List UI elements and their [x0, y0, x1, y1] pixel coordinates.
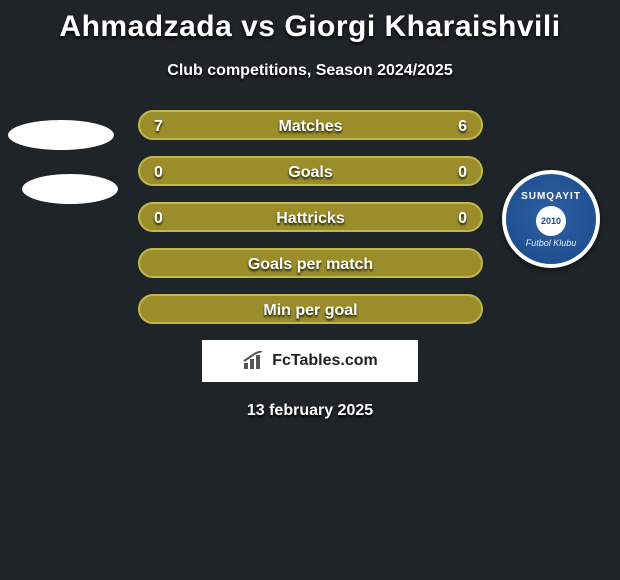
- stat-label: Min per goal: [140, 296, 481, 326]
- stat-right: 0: [458, 204, 467, 234]
- club-badge-bottom: Futbol Klubu: [526, 238, 577, 248]
- fctables-watermark: FcTables.com: [202, 340, 418, 382]
- stat-pill: Min per goal: [138, 294, 483, 324]
- club-badge-top: SUMQAYIT: [521, 191, 581, 202]
- stat-rows: 7 Matches 6 0 Goals 0 0 Hattricks 0 Goal…: [0, 110, 620, 328]
- stat-right: 0: [458, 158, 467, 188]
- subtitle: Club competitions, Season 2024/2025: [0, 62, 620, 80]
- fctables-text: FcTables.com: [272, 352, 378, 370]
- stat-pill: 0 Hattricks 0: [138, 202, 483, 232]
- stat-right: 6: [458, 112, 467, 142]
- stat-row: 0 Hattricks 0: [0, 202, 620, 236]
- stat-label: Hattricks: [140, 204, 481, 234]
- stat-pill: Goals per match: [138, 248, 483, 278]
- stat-label: Goals per match: [140, 250, 481, 280]
- stat-row: Goals per match: [0, 248, 620, 282]
- bar-chart-icon: [242, 351, 266, 371]
- comparison-infographic: Ahmadzada vs Giorgi Kharaishvili Club co…: [0, 0, 620, 580]
- stat-row: 0 Goals 0: [0, 156, 620, 190]
- stat-label: Goals: [140, 158, 481, 188]
- page-title: Ahmadzada vs Giorgi Kharaishvili: [0, 0, 620, 44]
- stat-row: 7 Matches 6: [0, 110, 620, 144]
- stat-row: Min per goal: [0, 294, 620, 328]
- date-text: 13 february 2025: [0, 402, 620, 420]
- stat-label: Matches: [140, 112, 481, 142]
- stat-pill: 7 Matches 6: [138, 110, 483, 140]
- stat-pill: 0 Goals 0: [138, 156, 483, 186]
